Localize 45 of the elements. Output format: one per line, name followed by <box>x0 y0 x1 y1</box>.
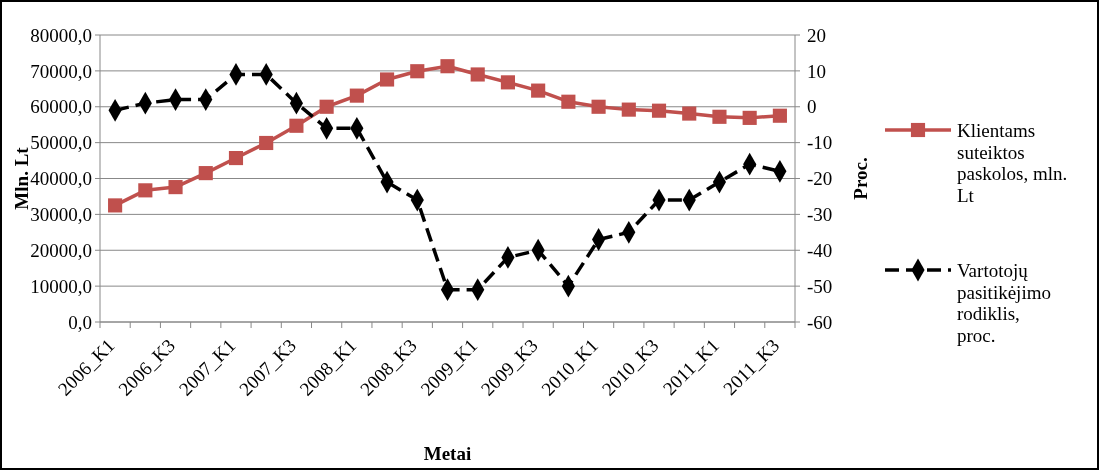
x-axis-title: Metai <box>423 443 472 464</box>
point <box>440 59 455 74</box>
point <box>228 150 244 166</box>
y2-tick-label: -50 <box>807 275 833 297</box>
legend-label: Klientams suteiktos paskolos, mln. Lt <box>957 119 1068 207</box>
point <box>531 83 546 98</box>
point <box>259 135 274 151</box>
point <box>712 109 727 124</box>
point <box>319 99 334 114</box>
y-tick-label: 40000,0 <box>30 168 92 190</box>
y-tick-label: 0,0 <box>68 311 92 333</box>
point <box>621 102 636 117</box>
y2-tick-label: -30 <box>807 204 833 226</box>
y-tick-label: 80000,0 <box>30 24 92 46</box>
y-tick-label: 10000,0 <box>30 275 92 297</box>
point <box>470 67 485 82</box>
y2-tick-label: 10 <box>807 60 826 82</box>
point <box>138 183 153 198</box>
y2-tick-label: -40 <box>807 239 833 261</box>
point <box>108 198 123 213</box>
point <box>349 88 364 103</box>
y2-axis-title: Proc. <box>850 157 871 200</box>
y-tick-label: 60000,0 <box>30 96 92 118</box>
point <box>289 118 304 133</box>
y-tick-label: 30000,0 <box>30 204 92 226</box>
point <box>500 75 516 90</box>
legend-label: Vartotojų pasitikėjimo rodiklis, proc. <box>957 259 1051 347</box>
y-tick-label: 70000,0 <box>30 60 92 82</box>
point <box>591 99 606 114</box>
y2-tick-label: -10 <box>807 132 833 154</box>
point <box>410 64 425 79</box>
point <box>742 110 757 125</box>
y-tick-label: 20000,0 <box>30 239 92 261</box>
point <box>561 94 576 109</box>
point <box>772 108 787 123</box>
y2-tick-label: -20 <box>807 168 833 190</box>
point <box>682 106 697 121</box>
point <box>198 166 213 181</box>
point <box>168 180 183 195</box>
point <box>651 103 667 118</box>
y-tick-label: 50000,0 <box>30 132 92 154</box>
point <box>379 72 395 87</box>
y2-tick-label: 20 <box>807 24 826 46</box>
y2-tick-label: -60 <box>807 311 833 333</box>
y2-tick-label: 0 <box>807 96 817 118</box>
